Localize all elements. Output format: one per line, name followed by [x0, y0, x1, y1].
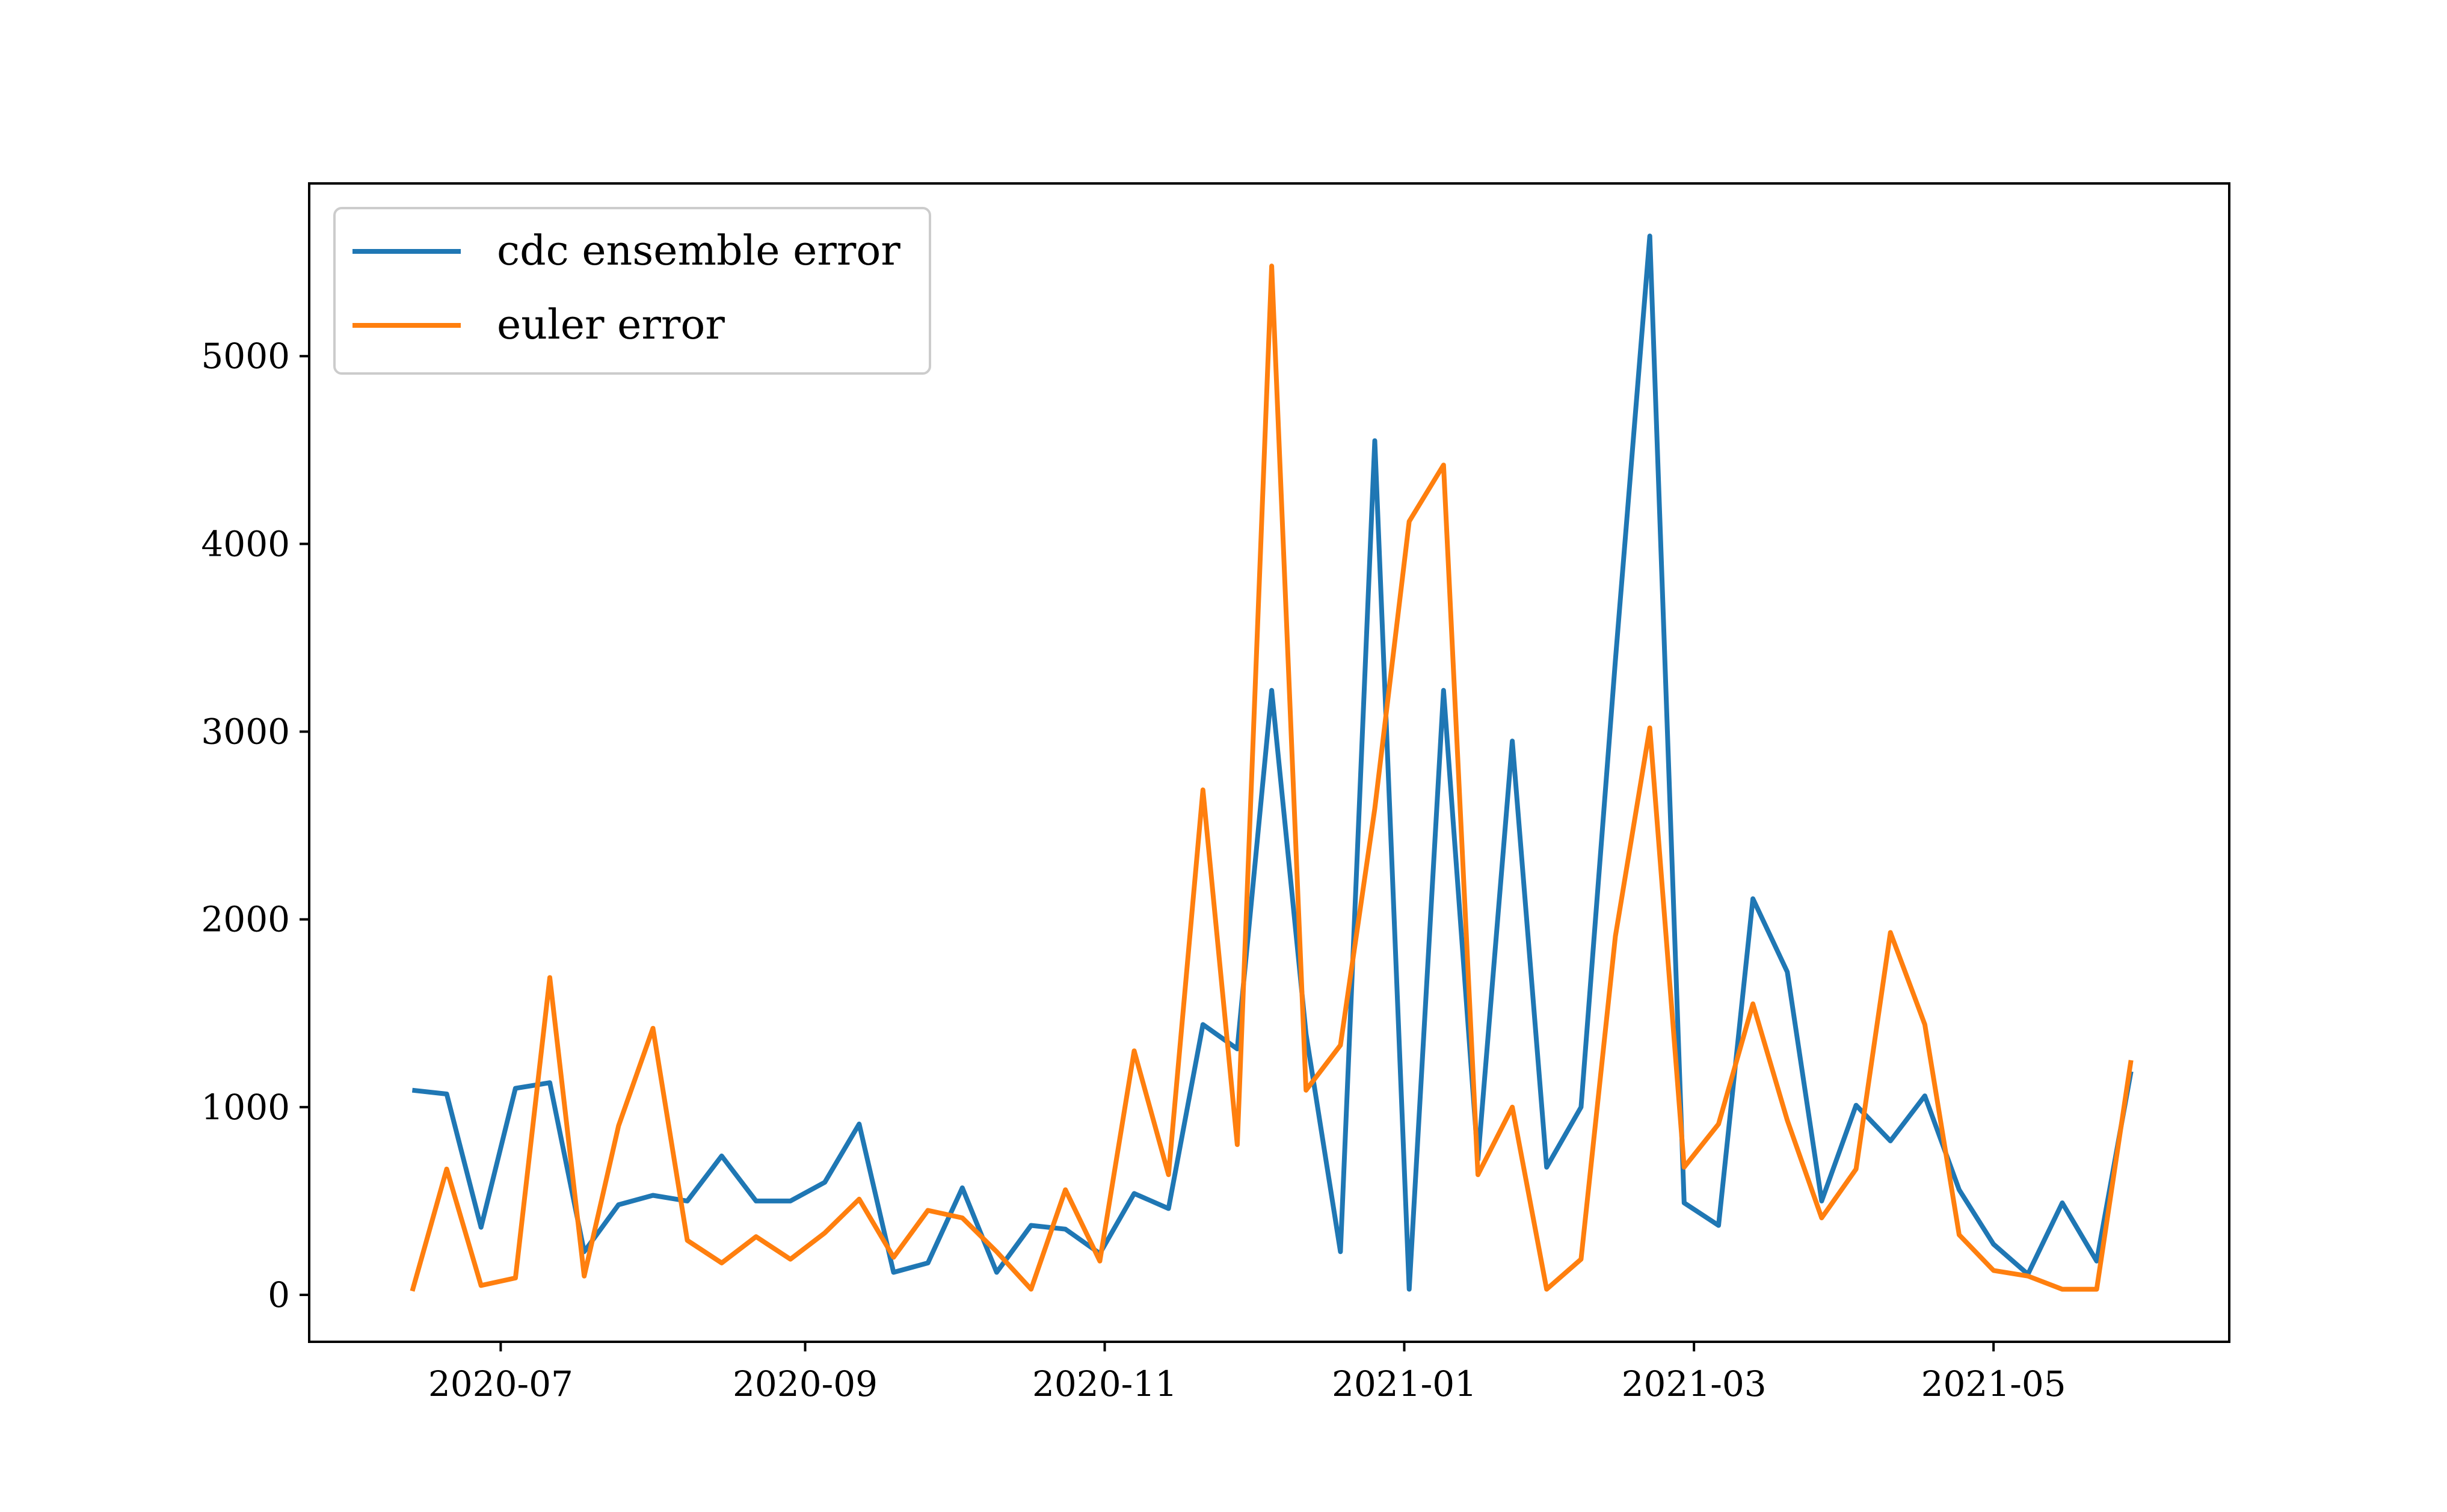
x-tick-label: 2021-05	[1921, 1363, 2066, 1404]
y-tick-label: 1000	[201, 1087, 290, 1128]
y-tick-label: 4000	[201, 523, 290, 564]
plot-area-frame	[308, 182, 2230, 1343]
x-tick-label: 2021-03	[1622, 1363, 1767, 1404]
series-line-cdc-ensemble-error	[411, 233, 2134, 1292]
y-tick-label: 2000	[201, 899, 290, 940]
y-axis: 0 1000 2000 3000 4000 5000	[201, 336, 309, 1315]
series-line-euler-error	[410, 263, 2134, 1292]
legend: cdc ensemble error euler error	[333, 207, 931, 375]
series-layer	[410, 233, 2134, 1292]
y-tick-label: 0	[268, 1274, 290, 1315]
y-tick-label: 5000	[201, 336, 290, 376]
legend-label-euler-error: euler error	[497, 301, 725, 349]
x-tick-label: 2020-09	[733, 1363, 878, 1404]
legend-box	[333, 207, 931, 375]
x-tick-label: 2021-01	[1332, 1363, 1477, 1404]
x-tick-label: 2020-07	[428, 1363, 573, 1404]
y-tick-label: 3000	[201, 711, 290, 752]
legend-label-cdc-ensemble-error: cdc ensemble error	[497, 227, 900, 275]
x-axis: 2020-07 2020-09 2020-11 2021-01 2021-03 2021-…	[428, 1342, 2066, 1404]
x-tick-label: 2020-11	[1032, 1363, 1177, 1404]
